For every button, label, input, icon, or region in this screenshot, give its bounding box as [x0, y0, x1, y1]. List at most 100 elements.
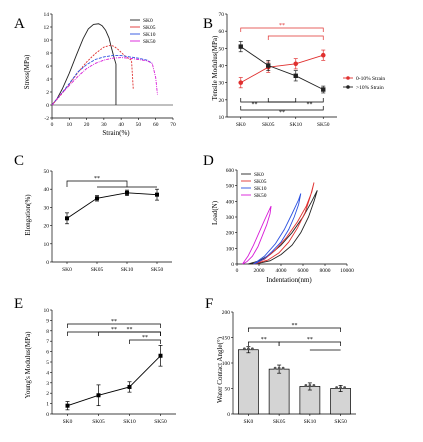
panel-b-series-line	[240, 46, 324, 90]
panel-a-y-tick-label: 12	[44, 25, 50, 31]
panel-b-point	[238, 44, 243, 49]
panel-f-y-tick-label: 200	[222, 310, 231, 316]
panel-f-data-point	[335, 386, 339, 389]
panel-a-legend-label: SK0	[143, 18, 153, 24]
panel-a-legend-label: SK50	[143, 39, 156, 45]
panel-c-series: **	[65, 176, 159, 225]
panel-b-sig-bracket	[240, 106, 324, 111]
panel-f-bar	[299, 386, 321, 415]
panel-f-x-tick-label: SK05	[273, 419, 286, 425]
panel-a-x-tick-label: 40	[118, 122, 124, 128]
panel-a-ylabel: Stress(MPa)	[23, 54, 31, 89]
panel-b-ylabel: Tensile Modulus(MPa)	[211, 35, 219, 100]
panel-f-ylabel: Water Contact Angle(°)	[216, 336, 224, 403]
panel-label-f: F	[205, 296, 213, 312]
panel-f-x-tick-label: SK10	[304, 419, 317, 425]
panel-d-x-tick-label: 2000	[254, 268, 265, 274]
panel-d-legend-label: SK0	[254, 172, 264, 178]
panel-e-y-tick-label: 2	[46, 391, 49, 397]
panel-a-x-tick-label: 10	[67, 122, 73, 128]
panel-e-ylabel: Young's Modulus(MPa)	[24, 331, 32, 399]
panel-a-x-tick-label: 60	[153, 122, 159, 128]
panel-d-y-tick-label: 0	[231, 262, 234, 268]
panel-f-y-tick-label: 150	[222, 336, 231, 342]
panel-f-series: ** ** **	[238, 323, 351, 415]
panel-c-x-tick-label: SK0	[62, 267, 72, 273]
panel-e-y-tick-label: 0	[46, 412, 49, 418]
panel-b-y-tick-label: 30	[219, 81, 225, 87]
panel-c-y-tick-label: 0	[46, 260, 49, 266]
panel-e-y-tick-label: 3	[46, 381, 49, 387]
panel-c-y-tick-label: 10	[44, 242, 50, 248]
panel-d-y-tick-label: 400	[226, 199, 235, 205]
panel-d-y-tick-label: 600	[226, 168, 235, 174]
panel-b: B 10 20 30 40 50 60 70 SK0 SK05 SK10 SK50 Tensile …	[203, 12, 385, 128]
panel-e-point	[65, 403, 70, 408]
panel-d-y-tick-label: 300	[226, 215, 235, 221]
panel-f-data-point	[312, 384, 316, 387]
panel-f-bar	[238, 349, 259, 415]
panel-d-x-tick-label: 8000	[320, 268, 331, 274]
panel-b-legend-label: >10% Strain	[356, 85, 384, 91]
panel-a-y-tick-label: 8	[46, 51, 49, 57]
panel-c-y-tick-label: 50	[44, 169, 50, 175]
panel-e-y-tick-label: 8	[46, 329, 49, 335]
panel-d-x-tick-label: 4000	[276, 268, 287, 274]
panel-f-x-tick-label: SK50	[334, 419, 347, 425]
panel-c-point	[65, 216, 69, 221]
panel-c-y-tick-label: 40	[44, 187, 50, 193]
panel-e-point	[127, 384, 132, 389]
panel-b-point	[293, 61, 299, 67]
panel-b-legend: 0-10% Strain >10% Strain	[343, 76, 385, 91]
panel-e-x-tick-label: SK10	[123, 419, 136, 425]
panel-e-y-tick-label: 9	[46, 318, 49, 324]
panel-f-data-point	[281, 366, 285, 370]
panel-d-x-tick-label: 6000	[298, 268, 309, 274]
panel-f-bar	[330, 388, 351, 415]
panel-b-axes: 10 20 30 40 50 60 70 SK0 SK05 SK10 SK50	[219, 12, 337, 128]
panel-c-point	[125, 190, 129, 195]
panel-d-y-tick-label: 200	[226, 231, 235, 237]
panel-f: F 0 50 100 150 200 SK0 SK05 SK10 SK50 Water Cont…	[205, 296, 356, 425]
panel-a-series	[51, 23, 158, 106]
panel-e-sig-bracket	[129, 339, 161, 344]
panel-d-x-tick-label: 0	[236, 268, 239, 274]
panel-d-series-sk50	[242, 205, 272, 265]
panel-label-c: C	[14, 153, 24, 169]
panel-d-x-tick-label: 10000	[340, 268, 354, 274]
panel-b-point	[293, 73, 298, 78]
panel-a-y-tick-label: -2	[44, 116, 49, 122]
panel-c-series-line	[66, 192, 158, 219]
panel-a-series-sk50	[51, 57, 158, 106]
panel-e-x-tick-label: SK50	[154, 419, 167, 425]
panel-d-legend-label: SK50	[254, 193, 267, 199]
panel-e-y-tick-label: 1	[46, 402, 49, 408]
panel-e-y-tick-label: 4	[46, 370, 49, 376]
panel-b-y-tick-label: 40	[219, 64, 225, 70]
panel-a-series-sk0	[51, 23, 117, 106]
panel-a-legend-label: SK10	[143, 32, 156, 38]
panel-c-point	[155, 192, 159, 197]
panel-b-sig-label: **	[307, 102, 313, 108]
panel-f-y-tick-label: 100	[222, 361, 231, 367]
panel-f-data-point	[242, 347, 246, 351]
panel-b-series: ** ** ** **	[238, 23, 326, 116]
panel-e-y-tick-label: 6	[46, 350, 49, 356]
panel-a-legend-label: SK05	[143, 25, 156, 31]
panel-e-sig-label: **	[111, 319, 117, 325]
panel-label-e: E	[14, 296, 23, 312]
panel-d-series-sk0	[247, 190, 318, 265]
panel-f-y-tick-label: 50	[225, 387, 231, 393]
panel-c-y-tick-label: 30	[44, 205, 50, 211]
panel-d-series-sk10	[253, 193, 302, 265]
panel-e-y-tick-label: 5	[46, 360, 49, 366]
panel-b-y-tick-label: 60	[219, 29, 225, 35]
panel-f-data-point	[246, 347, 250, 351]
panel-f-sig-label: **	[292, 323, 298, 329]
panel-b-point	[320, 52, 326, 58]
panel-f-data-point	[308, 384, 312, 387]
